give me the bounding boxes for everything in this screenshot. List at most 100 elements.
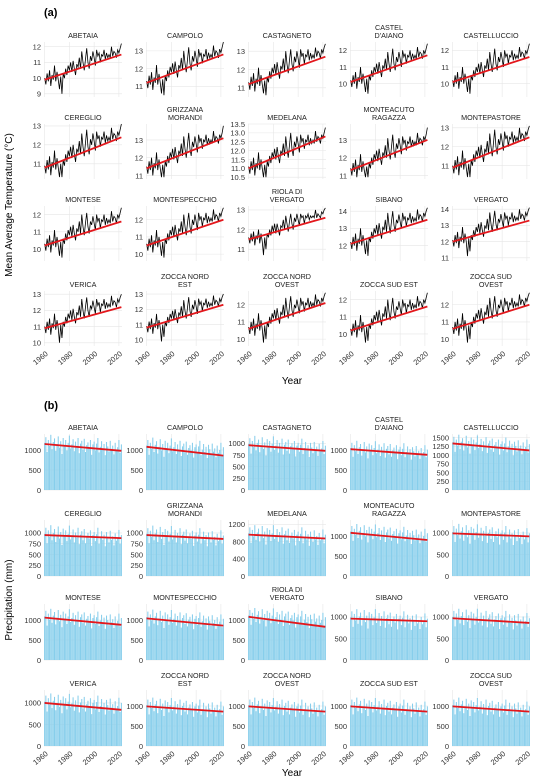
precip-bar: [295, 716, 297, 746]
y-tick-label: 13: [33, 122, 41, 131]
precip-bar: [107, 446, 109, 490]
precip-bar: [462, 700, 464, 746]
precip-bar: [499, 716, 501, 746]
y-tick-label: 10: [339, 79, 347, 88]
y-tick-label: 12: [339, 154, 347, 163]
precip-bar: [180, 715, 182, 746]
precip-bar: [402, 532, 404, 576]
precip-bar: [82, 449, 84, 490]
precip-bar: [168, 453, 170, 490]
y-tick-label: 11: [441, 63, 449, 72]
precip-bar: [381, 530, 383, 576]
precip-bar: [469, 716, 471, 746]
precip-bar: [170, 610, 172, 660]
precip-bar: [369, 707, 371, 746]
precip-bar: [72, 529, 74, 576]
precip-bar: [311, 619, 313, 660]
y-tick-label: 500: [232, 636, 245, 645]
precip-bar: [425, 627, 427, 660]
precip-bar: [261, 526, 263, 576]
precip-bar: [51, 449, 53, 490]
y-tick-label: 12: [339, 295, 347, 304]
precip-bar: [261, 437, 263, 490]
precip-bar: [399, 446, 401, 490]
precip-bar: [361, 455, 363, 490]
precip-bar: [198, 618, 200, 660]
y-tick-label: 1250: [432, 442, 449, 451]
precip-bar: [200, 714, 202, 746]
precip-bar: [412, 447, 414, 490]
precip-bar: [168, 624, 170, 660]
precip-bar: [413, 451, 415, 490]
precip-bar: [485, 526, 487, 576]
precip-bar: [58, 538, 60, 576]
station-title: VERGATO: [270, 593, 305, 602]
precip-bar: [216, 533, 218, 576]
precip-bar: [110, 707, 112, 746]
precip-bar: [83, 529, 85, 576]
precip-bar: [46, 452, 48, 490]
precip-bar: [275, 706, 277, 746]
precip-bar: [157, 625, 159, 660]
precip-bar: [497, 528, 499, 576]
precip-bar: [253, 618, 255, 660]
precip-bar: [301, 699, 303, 746]
precip-bar: [405, 452, 407, 490]
y-tick-label: 10: [441, 79, 449, 88]
precip-bar: [94, 709, 96, 746]
station-title: CAMPOLO: [167, 31, 203, 40]
y-tick-label: 12: [33, 141, 41, 150]
precip-bar: [376, 710, 378, 746]
precip-bar: [51, 708, 53, 746]
precip-bar: [486, 627, 488, 660]
precip-bar: [248, 443, 250, 490]
precip-bar: [355, 708, 357, 746]
precip-bar: [361, 625, 363, 660]
precip-bar: [355, 451, 357, 490]
x-tick-label: 2000: [81, 349, 100, 367]
station-title: MONTEACUTO: [364, 105, 415, 114]
precip-bar: [293, 441, 295, 490]
precip-bar: [459, 538, 461, 576]
precip-bar: [203, 702, 205, 746]
precip-bar: [398, 706, 400, 746]
precip-bar: [386, 532, 388, 576]
precip-bar: [520, 534, 522, 576]
precip-bar: [259, 541, 261, 576]
precip-bar: [464, 533, 466, 576]
precip-bar: [528, 533, 530, 576]
precip-bar: [274, 710, 276, 746]
precip-bar: [517, 440, 519, 490]
precip-bar: [151, 448, 153, 490]
x-tick-label: 1960: [31, 749, 50, 767]
precip-bar: [188, 707, 190, 746]
precip-bar: [81, 699, 83, 746]
precip-bar: [250, 714, 252, 746]
trend-line: [452, 532, 530, 538]
precip-bar: [372, 625, 374, 660]
precip-bar: [84, 452, 86, 490]
precip-bar: [96, 443, 98, 490]
y-tick-label: 1500: [432, 433, 449, 442]
precip-bar: [204, 711, 206, 746]
precip-bar: [297, 531, 299, 576]
precip-bar: [366, 530, 368, 576]
precip-bar: [113, 628, 115, 660]
precip-bar: [172, 710, 174, 746]
precip-bar: [319, 712, 321, 746]
station-title: CASTELLUCCIO: [463, 423, 519, 432]
precip-bar: [465, 609, 467, 660]
precip-bar: [489, 702, 491, 746]
temperature-line: [146, 41, 224, 96]
precip-bar: [57, 694, 59, 746]
precip-bar: [373, 531, 375, 576]
precip-bar: [183, 443, 185, 490]
precip-bar: [57, 610, 59, 660]
precip-bar: [96, 702, 98, 746]
precip-bar: [383, 443, 385, 490]
precip-bar: [174, 442, 176, 490]
precip-bar: [409, 618, 411, 660]
precip-bar: [256, 532, 258, 576]
